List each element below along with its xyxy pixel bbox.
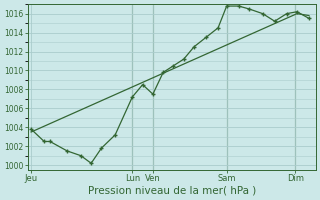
X-axis label: Pression niveau de la mer( hPa ): Pression niveau de la mer( hPa ) — [88, 186, 256, 196]
